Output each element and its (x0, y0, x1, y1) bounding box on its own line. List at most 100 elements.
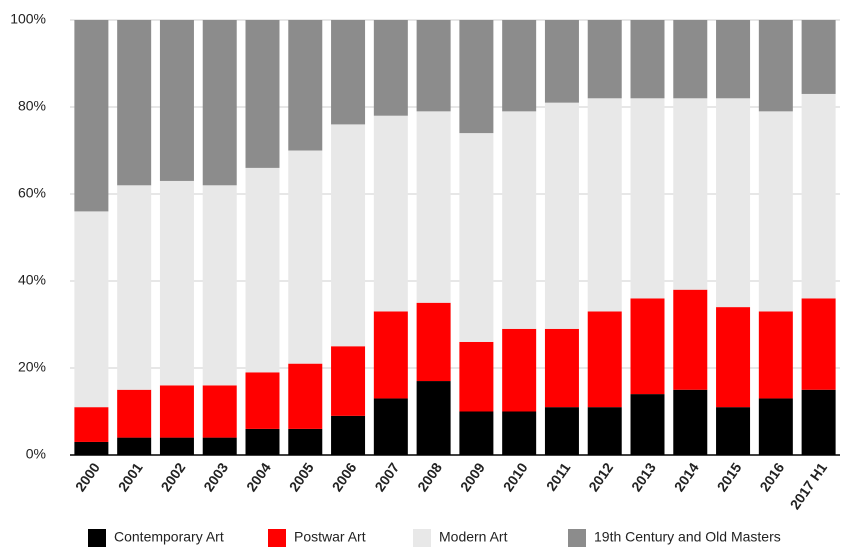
bar-segment (245, 20, 280, 168)
x-tick-label: 2002 (157, 460, 188, 495)
bar-segment (373, 20, 408, 116)
bar-segment (673, 98, 708, 290)
bar-segment (245, 372, 280, 429)
bar-segment (159, 385, 194, 438)
x-tick-label: 2006 (329, 460, 360, 495)
bar-segment (801, 298, 836, 390)
bar-segment (630, 98, 665, 299)
bar-segment (716, 98, 751, 308)
bar-segment (587, 20, 622, 99)
y-tick-label: 20% (18, 359, 46, 375)
y-tick-label: 0% (26, 446, 46, 462)
bar-segment (416, 302, 451, 382)
bar-segment (245, 428, 280, 455)
bar-segment (673, 289, 708, 390)
x-tick-label: 2011 (543, 459, 574, 493)
bar-segment (716, 407, 751, 455)
bar-segment (288, 20, 323, 151)
x-tick-label: 2000 (72, 460, 103, 495)
bar-segment (288, 363, 323, 429)
bar-segment (202, 20, 237, 186)
bar-segment (716, 20, 751, 99)
bar-segment (74, 211, 109, 408)
x-tick-label: 2014 (671, 460, 702, 495)
bar-segment (673, 389, 708, 455)
bar-segment (459, 20, 494, 134)
bar-segment (373, 311, 408, 399)
bar-segment (459, 133, 494, 342)
x-tick-label: 2015 (714, 460, 745, 495)
bar-segment (159, 20, 194, 181)
bar-segment (587, 98, 622, 312)
bar-segment (117, 437, 152, 455)
bar-segment (459, 341, 494, 412)
bar-segment (74, 407, 109, 442)
bar-segment (758, 20, 793, 112)
bar-segment (331, 20, 366, 125)
x-tick-label: 2008 (414, 460, 445, 495)
bar-segment (801, 389, 836, 455)
x-tick-label: 2003 (200, 460, 231, 495)
bar-segment (416, 381, 451, 455)
bar-segment (202, 185, 237, 386)
bar-segment (373, 115, 408, 312)
bar-segment (331, 346, 366, 416)
bar-segment (801, 20, 836, 94)
bar-segment (502, 111, 537, 329)
legend-label: Modern Art (439, 529, 508, 545)
legend-swatch (413, 529, 431, 547)
bar-segment (74, 20, 109, 212)
bar-segment (416, 111, 451, 303)
bar-segment (331, 124, 366, 347)
bar-segment (288, 428, 323, 455)
x-tick-label: 2010 (500, 460, 531, 495)
x-tick-label: 2005 (286, 460, 317, 495)
bar-segment (544, 407, 579, 455)
bar-segment (801, 93, 836, 299)
bar-segment (74, 441, 109, 455)
legend-label: 19th Century and Old Masters (594, 529, 781, 545)
y-tick-label: 80% (18, 98, 46, 114)
legend-label: Postwar Art (294, 529, 366, 545)
bar-segment (245, 167, 280, 373)
bar-segment (159, 180, 194, 386)
bar-segment (544, 102, 579, 329)
bar-segment (202, 437, 237, 455)
legend-label: Contemporary Art (114, 529, 224, 545)
bar-segment (159, 437, 194, 455)
bar-segment (117, 389, 152, 438)
x-tick-label: 2012 (585, 460, 616, 495)
bar-segment (288, 150, 323, 364)
bar-segment (630, 298, 665, 395)
bar-segment (416, 20, 451, 112)
bar-segment (459, 411, 494, 455)
x-tick-label: 2016 (756, 460, 787, 495)
bar-segment (202, 385, 237, 438)
bar-segment (758, 311, 793, 399)
legend-swatch (268, 529, 286, 547)
x-tick-label: 2004 (243, 460, 274, 495)
bar-segment (673, 20, 708, 99)
bar-segment (587, 407, 622, 455)
bar-segment (587, 311, 622, 408)
x-tick-label: 2001 (115, 460, 146, 495)
bar-segment (117, 185, 152, 390)
bar-segment (544, 328, 579, 408)
x-tick-label: 2017 H1 (787, 459, 831, 512)
y-tick-label: 40% (18, 272, 46, 288)
y-tick-label: 100% (10, 11, 46, 27)
bar-segment (502, 328, 537, 412)
bar-segment (758, 111, 793, 312)
bar-segment (630, 20, 665, 99)
bar-segment (630, 394, 665, 455)
bar-segment (502, 20, 537, 112)
bar-segment (758, 398, 793, 455)
x-tick-label: 2009 (457, 460, 488, 495)
bar-segment (716, 307, 751, 408)
bar-segment (331, 415, 366, 455)
x-tick-label: 2013 (628, 460, 659, 495)
x-tick-label: 2007 (371, 460, 402, 495)
bar-segment (373, 398, 408, 455)
legend-swatch (568, 529, 586, 547)
